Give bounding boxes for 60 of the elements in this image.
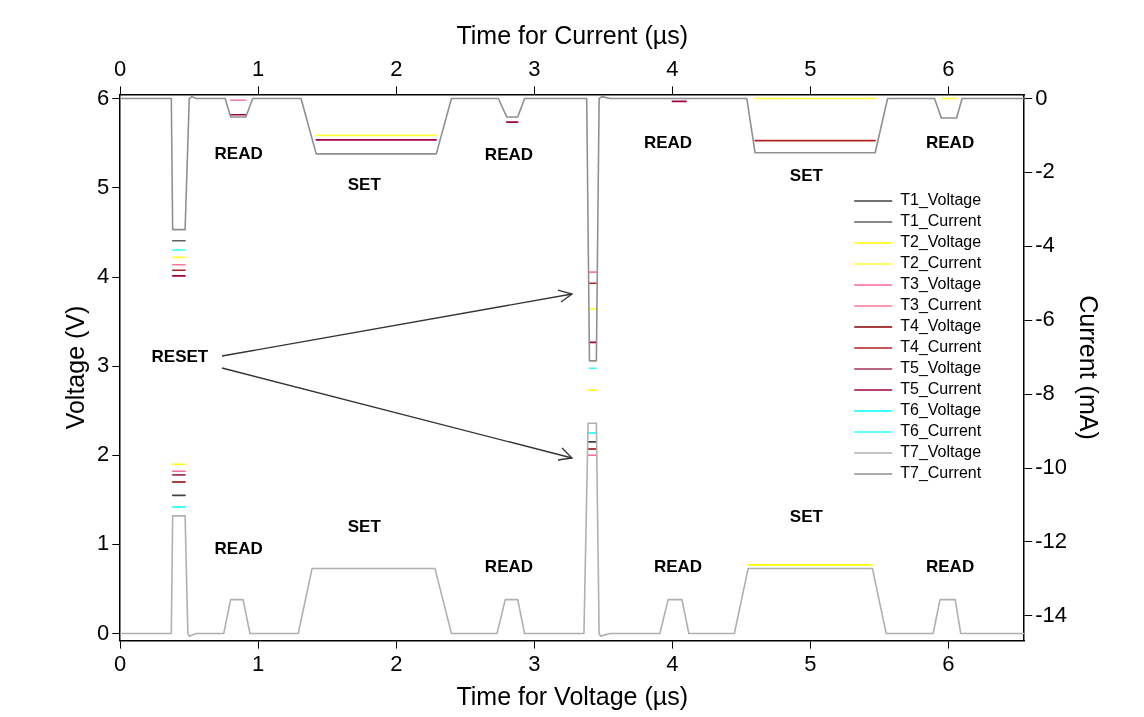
x-tick-label: 4 xyxy=(666,650,679,676)
x2-tick-label: 4 xyxy=(666,56,679,82)
legend-label: T6_Voltage xyxy=(900,401,982,420)
legend-label: T4_Voltage xyxy=(900,317,982,336)
legend-label: T3_Current xyxy=(900,296,982,315)
x2-tick-label: 1 xyxy=(252,56,265,82)
annotation: SET xyxy=(347,517,382,537)
annotation: READ xyxy=(925,556,975,576)
legend-label: T7_Voltage xyxy=(900,443,982,462)
annotation: READ xyxy=(484,556,534,576)
y-tick-label: 5 xyxy=(96,174,110,200)
legend-label: T7_Current xyxy=(900,464,982,483)
annotation: READ xyxy=(484,144,534,164)
annotation: READ xyxy=(925,133,975,153)
legend-label: T6_Current xyxy=(900,422,982,441)
y-axis-title: Voltage (V) xyxy=(60,305,89,430)
y2-tick-label: -10 xyxy=(1035,454,1067,480)
y-tick-label: 4 xyxy=(96,263,110,289)
annotation: SET xyxy=(789,506,824,526)
x-tick-label: 5 xyxy=(804,650,817,676)
y2-tick-label: -12 xyxy=(1035,527,1067,553)
y2-tick-label: -2 xyxy=(1035,158,1055,184)
x2-axis-title: Time for Current (µs) xyxy=(456,20,688,49)
x2-tick-label: 3 xyxy=(528,56,541,82)
x-axis-title: Time for Voltage (µs) xyxy=(456,681,689,710)
x-tick-label: 3 xyxy=(528,650,541,676)
x-tick-label: 0 xyxy=(114,650,127,676)
x-tick-label: 6 xyxy=(942,650,955,676)
x2-tick-label: 5 xyxy=(804,56,817,82)
annotation: RESET xyxy=(151,346,209,366)
y-tick-label: 1 xyxy=(96,530,110,556)
x-tick-label: 1 xyxy=(252,650,265,676)
legend-label: T4_Current xyxy=(900,338,982,357)
y-tick-label: 2 xyxy=(96,441,110,467)
legend-label: T1_Current xyxy=(900,212,982,231)
y2-tick-label: -8 xyxy=(1035,380,1055,406)
annotation: READ xyxy=(653,556,703,576)
y2-tick-label: -14 xyxy=(1035,601,1067,627)
legend-label: T2_Voltage xyxy=(900,233,982,252)
legend-label: T2_Current xyxy=(900,254,982,273)
y-tick-label: 6 xyxy=(96,84,110,110)
x2-tick-label: 2 xyxy=(390,56,403,82)
y2-tick-label: -4 xyxy=(1035,232,1055,258)
annotation: READ xyxy=(643,133,693,153)
legend-label: T5_Voltage xyxy=(900,359,982,378)
legend-label: T3_Voltage xyxy=(900,275,982,294)
legend-label: T5_Current xyxy=(900,380,982,399)
y2-axis-title: Current (mA) xyxy=(1075,295,1104,440)
y-tick-label: 3 xyxy=(96,352,110,378)
x2-tick-label: 6 xyxy=(942,56,955,82)
y-tick-label: 0 xyxy=(96,619,110,645)
x-tick-label: 2 xyxy=(390,650,403,676)
annotation: READ xyxy=(214,143,263,163)
y2-tick-label: -6 xyxy=(1035,306,1055,332)
x2-tick-label: 0 xyxy=(114,56,127,82)
legend-label: T1_Voltage xyxy=(900,191,982,210)
annotation: SET xyxy=(789,166,824,186)
y2-tick-label: 0 xyxy=(1035,84,1048,110)
annotation: READ xyxy=(214,539,263,559)
annotation: SET xyxy=(347,175,382,195)
